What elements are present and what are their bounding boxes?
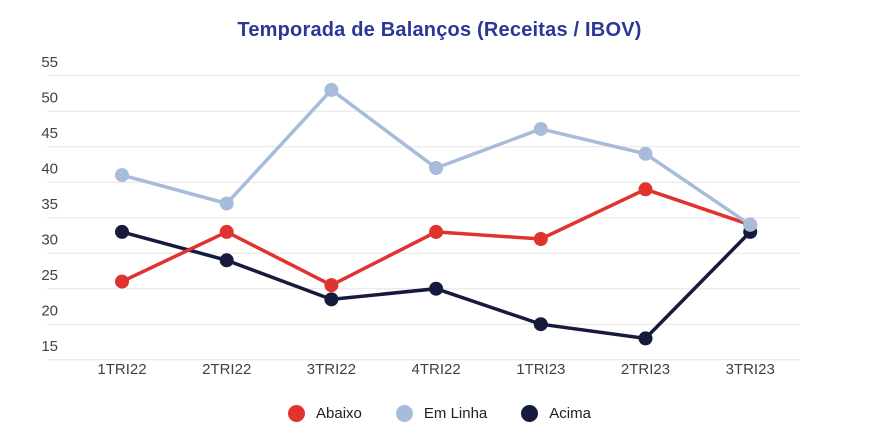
x-tick-label-4tri22: 4TRI22	[411, 361, 460, 378]
data-point-em-linha-1tri23	[533, 121, 548, 136]
x-tick-label-2tri22: 2TRI22	[202, 361, 251, 378]
y-tick-label-50: 50	[41, 90, 58, 107]
data-point-abaixo-1tri22	[115, 274, 129, 289]
y-tick-label-25: 25	[41, 267, 58, 284]
data-point-acima-1tri22	[115, 224, 129, 239]
data-point-abaixo-4tri22	[429, 224, 444, 239]
data-point-em-linha-3tri22	[324, 82, 339, 97]
data-point-acima-1tri23	[533, 317, 548, 332]
legend-marker-circle-acima	[521, 404, 539, 422]
data-point-acima-2tri22	[219, 253, 234, 268]
data-point-em-linha-3tri23	[743, 217, 758, 232]
data-point-abaixo-2tri22	[219, 224, 234, 239]
data-point-abaixo-2tri23	[638, 182, 653, 197]
legend-label-acima: Acima	[549, 404, 591, 422]
legend-item-acima: Acima	[521, 404, 591, 422]
data-point-acima-3tri22	[324, 292, 339, 307]
y-tick-label-30: 30	[41, 232, 58, 249]
data-point-em-linha-4tri22	[429, 161, 444, 175]
x-tick-label-3tri22: 3TRI22	[307, 361, 356, 378]
y-tick-label-40: 40	[41, 161, 58, 178]
data-point-em-linha-2tri23	[638, 146, 653, 161]
y-tick-label-15: 15	[41, 338, 58, 355]
data-point-acima-4tri22	[429, 281, 444, 296]
y-tick-label-35: 35	[41, 196, 58, 213]
chart-title: Temporada de Balanços (Receitas / IBOV)	[237, 19, 642, 41]
y-tick-label-45: 45	[41, 125, 58, 142]
data-point-acima-2tri23	[638, 331, 653, 346]
legend-marker-circle-em-linha	[395, 404, 413, 422]
chart-legend: Abaixo Em Linha Acima	[0, 403, 879, 423]
data-point-em-linha-1tri22	[115, 168, 129, 183]
series-line-em-linha	[121, 87, 752, 227]
y-tick-label-55: 55	[41, 54, 58, 71]
x-tick-label-1tri22: 1TRI22	[97, 361, 146, 378]
data-point-em-linha-2tri22	[219, 196, 234, 211]
legend-item-em-linha: Em Linha	[395, 404, 488, 422]
y-tick-label-20: 20	[41, 303, 58, 320]
data-point-abaixo-3tri22	[324, 278, 339, 293]
x-tick-label-2tri23: 2TRI23	[621, 361, 670, 378]
legend-marker-circle-abaixo	[288, 404, 306, 422]
data-point-abaixo-1tri23	[533, 232, 548, 246]
x-tick-label-3tri23: 3TRI23	[726, 361, 775, 378]
legend-label-em-linha: Em Linha	[423, 404, 488, 422]
legend-item-abaixo: Abaixo	[288, 404, 362, 422]
x-tick-label-1tri23: 1TRI23	[516, 361, 565, 378]
legend-label-abaixo: Abaixo	[316, 404, 362, 422]
